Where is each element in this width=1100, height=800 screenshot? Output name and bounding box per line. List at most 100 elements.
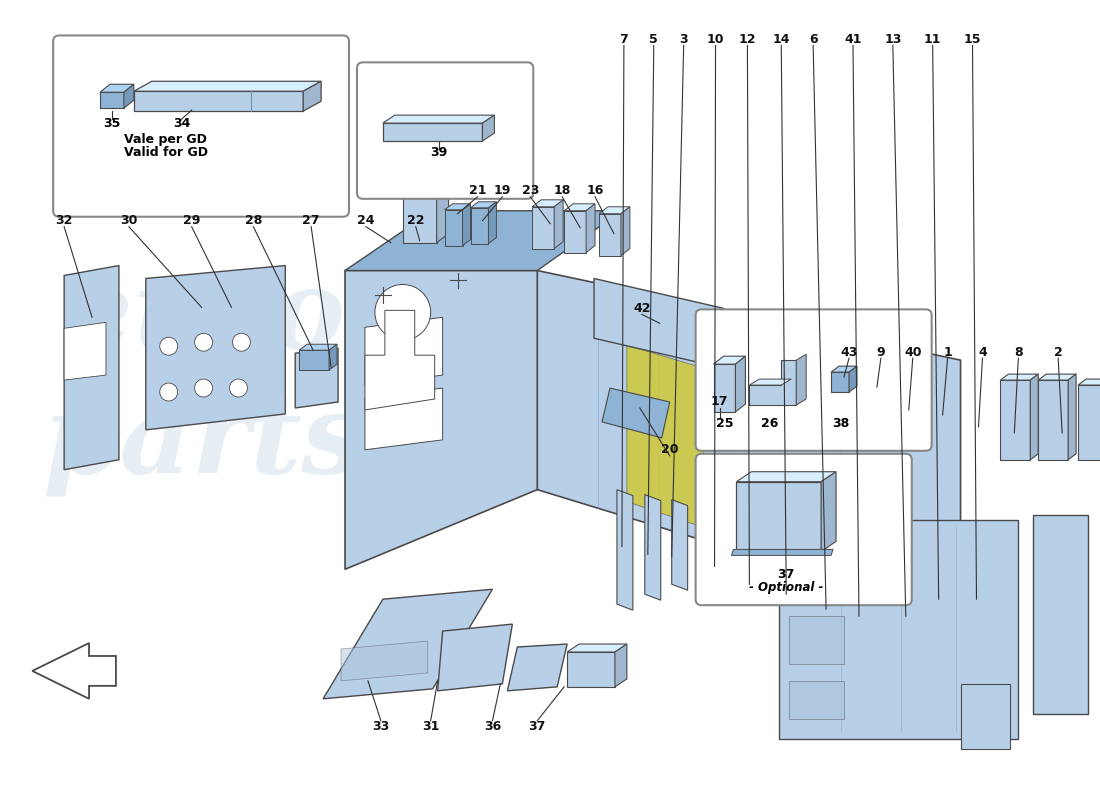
Polygon shape: [554, 200, 563, 249]
Polygon shape: [617, 490, 632, 610]
Text: 29: 29: [183, 214, 200, 227]
Polygon shape: [345, 210, 622, 270]
Polygon shape: [645, 494, 661, 600]
Polygon shape: [403, 185, 437, 242]
Polygon shape: [832, 366, 857, 372]
Polygon shape: [736, 356, 746, 412]
Polygon shape: [124, 84, 134, 108]
Polygon shape: [329, 344, 337, 370]
Text: 33: 33: [372, 720, 389, 733]
Polygon shape: [299, 350, 329, 370]
Polygon shape: [471, 202, 496, 208]
Text: euro
parts: euro parts: [43, 264, 365, 496]
Polygon shape: [714, 364, 736, 412]
Polygon shape: [100, 84, 134, 92]
Polygon shape: [507, 644, 568, 691]
FancyBboxPatch shape: [53, 35, 349, 217]
Polygon shape: [345, 270, 537, 570]
Polygon shape: [1038, 380, 1068, 460]
Polygon shape: [839, 378, 876, 418]
Polygon shape: [365, 388, 442, 450]
Polygon shape: [1078, 379, 1100, 385]
Circle shape: [195, 379, 212, 397]
Polygon shape: [849, 366, 857, 392]
Polygon shape: [403, 176, 449, 185]
Polygon shape: [64, 266, 119, 470]
Text: 13: 13: [884, 33, 902, 46]
Polygon shape: [532, 206, 554, 249]
Text: 17: 17: [711, 395, 728, 409]
Polygon shape: [796, 354, 806, 405]
Polygon shape: [383, 115, 494, 123]
Text: 23: 23: [521, 184, 539, 198]
Text: 36: 36: [484, 720, 502, 733]
Text: 1: 1: [943, 346, 951, 358]
Text: 37: 37: [778, 568, 795, 581]
Polygon shape: [821, 472, 836, 551]
Text: 12: 12: [739, 33, 756, 46]
Text: Vale per GD: Vale per GD: [124, 133, 207, 146]
Text: 40: 40: [904, 346, 922, 358]
Polygon shape: [304, 82, 321, 111]
Text: 8: 8: [1014, 346, 1023, 358]
Polygon shape: [568, 644, 627, 652]
Polygon shape: [64, 322, 106, 380]
Polygon shape: [462, 204, 471, 246]
Text: 16: 16: [586, 184, 604, 198]
FancyBboxPatch shape: [695, 454, 912, 605]
Text: 35: 35: [103, 117, 121, 130]
Bar: [789, 681, 844, 718]
Polygon shape: [134, 91, 304, 111]
Polygon shape: [749, 379, 791, 385]
Polygon shape: [714, 356, 746, 364]
Polygon shape: [586, 204, 595, 253]
FancyBboxPatch shape: [358, 62, 534, 199]
Polygon shape: [1031, 374, 1038, 460]
Text: 38: 38: [833, 418, 849, 430]
Text: Valid for GD: Valid for GD: [124, 146, 208, 159]
Polygon shape: [627, 346, 704, 527]
Text: 21: 21: [469, 184, 486, 198]
Text: 2: 2: [1054, 346, 1063, 358]
Polygon shape: [568, 652, 615, 687]
Polygon shape: [32, 643, 116, 699]
Circle shape: [232, 334, 251, 351]
Polygon shape: [146, 266, 285, 430]
Text: 3: 3: [680, 33, 688, 46]
Polygon shape: [341, 641, 428, 681]
Text: 20: 20: [661, 443, 679, 456]
Text: 28: 28: [244, 214, 262, 227]
Polygon shape: [365, 310, 435, 410]
Text: 27: 27: [302, 214, 320, 227]
Polygon shape: [615, 644, 627, 687]
Polygon shape: [600, 214, 620, 255]
Text: 43: 43: [840, 346, 858, 358]
Polygon shape: [749, 360, 796, 405]
Text: 22: 22: [407, 214, 425, 227]
Polygon shape: [295, 348, 338, 408]
Polygon shape: [1038, 374, 1076, 380]
Polygon shape: [702, 389, 749, 438]
Text: 39: 39: [430, 146, 448, 159]
Polygon shape: [960, 684, 1011, 749]
Polygon shape: [299, 344, 337, 350]
Circle shape: [195, 334, 212, 351]
Text: 24: 24: [358, 214, 375, 227]
Polygon shape: [444, 210, 462, 246]
Text: 37: 37: [529, 720, 546, 733]
Text: 15: 15: [964, 33, 981, 46]
Text: 18: 18: [553, 184, 571, 198]
Polygon shape: [134, 82, 321, 91]
Polygon shape: [1000, 374, 1038, 380]
Polygon shape: [737, 472, 836, 482]
Circle shape: [375, 285, 431, 340]
Polygon shape: [438, 624, 513, 691]
Polygon shape: [1033, 514, 1088, 714]
Text: 42: 42: [634, 302, 650, 315]
Text: 10: 10: [707, 33, 724, 46]
Polygon shape: [620, 206, 630, 255]
Bar: [789, 566, 844, 604]
Text: 34: 34: [173, 117, 190, 130]
Circle shape: [230, 379, 248, 397]
Polygon shape: [537, 270, 960, 619]
